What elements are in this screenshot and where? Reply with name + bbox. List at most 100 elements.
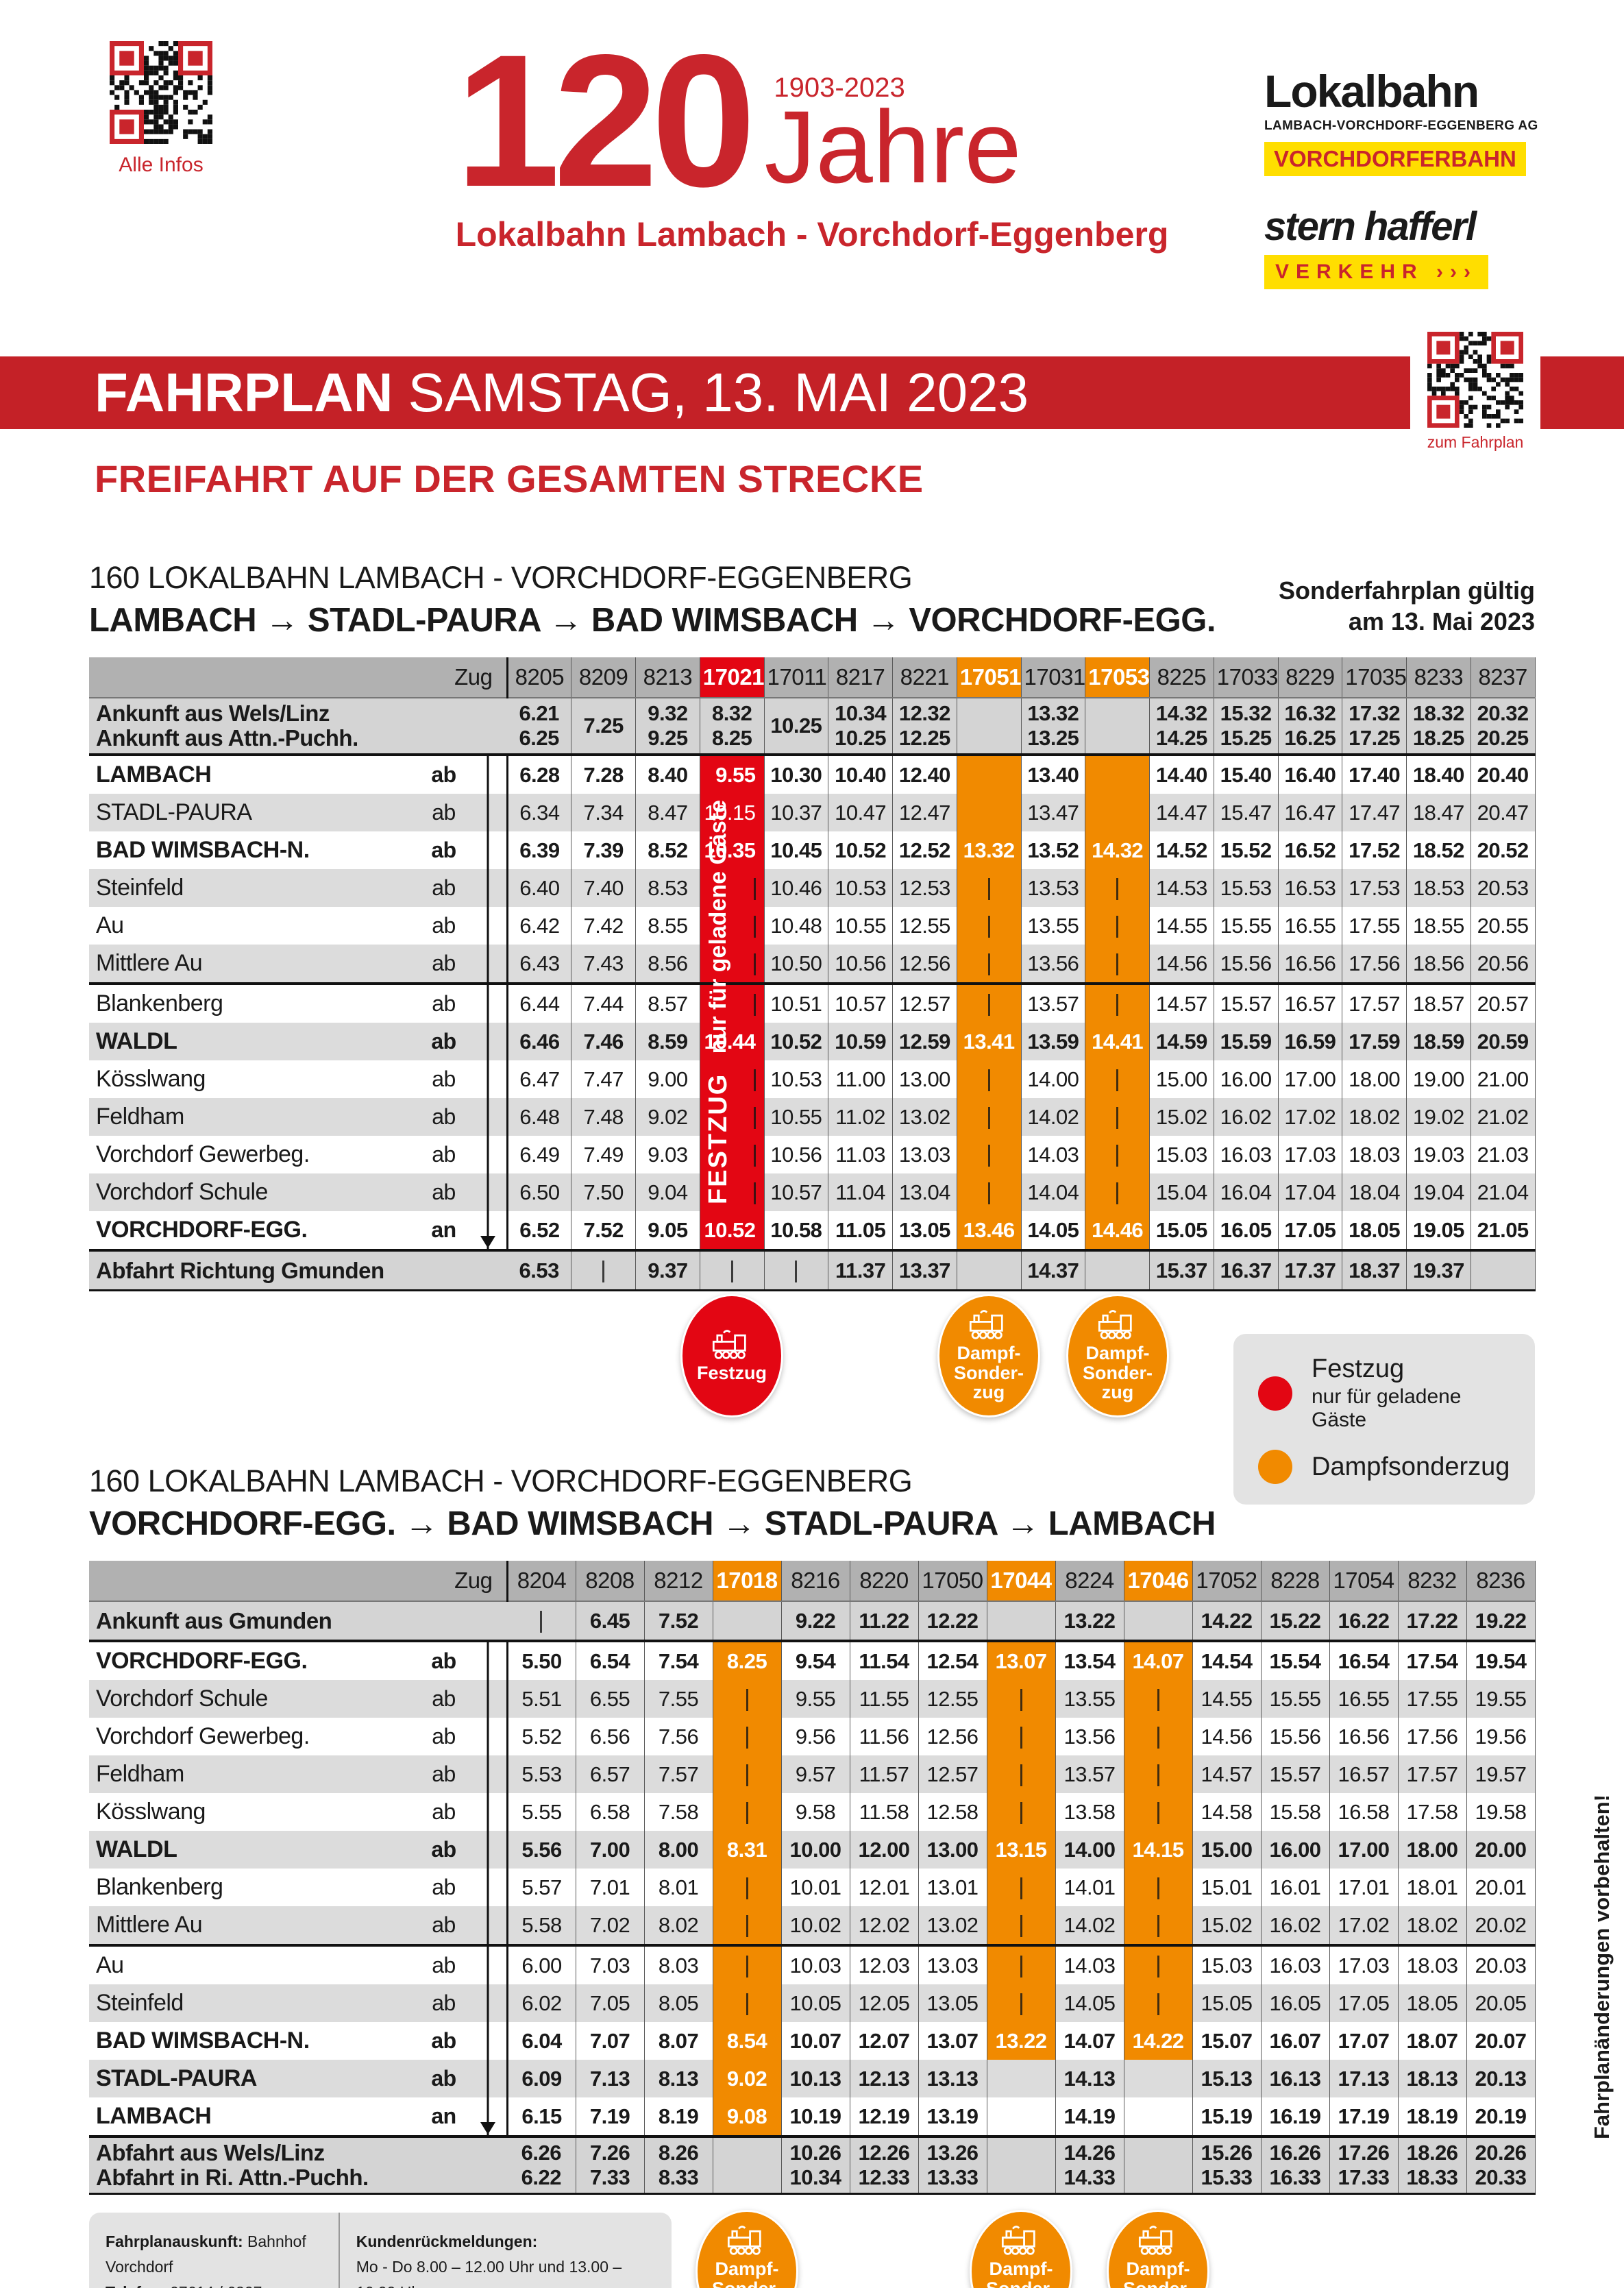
station-row: STADL-PAURA ab 6.34 7.34 8.47 10.15 10.37 10.47… (89, 794, 1536, 831)
time-cell: 12.54 (918, 1640, 987, 1680)
time-cell: 11.55 (850, 1680, 919, 1718)
time-cell: 21.03 (1471, 1136, 1536, 1173)
time-cell: 18.03 (1342, 1136, 1407, 1173)
time-cell: 9.04 (635, 1173, 700, 1211)
stop-type: an (418, 2097, 469, 2137)
time-cell (1085, 984, 1151, 1023)
time-cell: 18.02 (1398, 1906, 1467, 1947)
stop-type: ab (418, 907, 469, 945)
time-cell: 13.37 (892, 1249, 957, 1291)
section-route: LAMBACH → STADL-PAURA → BAD WIMSBACH → V… (89, 602, 1216, 639)
time-cell (1124, 2097, 1193, 2137)
time-cell: 14.02 (1055, 1906, 1124, 1947)
time-cell: 7.02 (576, 1906, 645, 1947)
time-cell: 17.54 (1398, 1640, 1467, 1680)
info-row: Abfahrt Richtung Gmunden 6.53 9.37 11.37 13.… (89, 1249, 1536, 1291)
train-number-17021: 17021 (700, 657, 765, 698)
station-label: Kösslwang (89, 1793, 418, 1831)
time-cell (700, 984, 765, 1023)
time-cell (1085, 753, 1151, 794)
station-row: Vorchdorf Schule ab 5.51 6.55 7.55 9.55 11.55 1… (89, 1680, 1536, 1718)
direction-arrow-column (469, 945, 508, 985)
time-cell: 10.52 (700, 1211, 765, 1250)
time-cell: 8.55 (635, 907, 700, 945)
time-cell: 9.02 (635, 1098, 700, 1136)
direction-arrow-column (469, 753, 508, 794)
time-cell: 12.32 12.25 (892, 698, 957, 755)
train-number-8233: 8233 (1406, 657, 1471, 698)
station-label: Vorchdorf Gewerbeg. (89, 1136, 418, 1173)
time-cell: 6.42 (507, 907, 572, 945)
station-row: Steinfeld ab 6.40 7.40 8.53 10.46 10.53 12.53 13… (89, 869, 1536, 907)
time-cell: 15.32 15.25 (1214, 698, 1279, 755)
time-cell: 18.59 (1406, 1023, 1471, 1060)
time-cell: 17.58 (1398, 1793, 1467, 1831)
contact-line: Fahrplanauskunft: Bahnhof Vorchdorf (106, 2232, 306, 2276)
dampf-badge: Dampf-Sonder-zug (937, 1294, 1040, 1417)
time-cell: 15.00 (1192, 1831, 1262, 1869)
time-cell: 18.56 (1406, 945, 1471, 985)
time-cell (713, 1869, 782, 1906)
time-cell: 6.44 (507, 984, 572, 1023)
direction-arrow-column (469, 1984, 508, 2022)
station-label: Vorchdorf Schule (89, 1173, 418, 1211)
time-cell: 10.30 (764, 753, 829, 794)
time-cell: 9.22 (781, 1601, 850, 1641)
time-cell: 5.53 (507, 1755, 576, 1793)
time-cell (957, 794, 1022, 831)
time-cell: 13.15 (987, 1831, 1056, 1869)
time-cell: 18.40 (1406, 753, 1471, 794)
valid-note: Sonderfahrplan gültig am 13. Mai 2023 (1279, 576, 1535, 635)
time-cell: 12.03 (850, 1945, 919, 1984)
time-cell: 10.45 (764, 831, 829, 869)
section-route: VORCHDORF-EGG. → BAD WIMSBACH → STADL-PA… (89, 1505, 1216, 1542)
time-cell: 18.37 (1342, 1249, 1407, 1291)
qr-caption: zum Fahrplan (1427, 433, 1524, 451)
time-cell (1124, 2135, 1193, 2195)
time-cell: 8.54 (713, 2022, 782, 2060)
time-cell: 12.53 (892, 869, 957, 907)
time-cell: 13.41 (957, 1023, 1022, 1060)
time-cell (713, 1718, 782, 1755)
time-cell: 17.57 (1398, 1755, 1467, 1793)
time-cell: 14.03 (1055, 1945, 1124, 1984)
stop-type: ab (418, 1173, 469, 1211)
time-cell: 13.02 (892, 1098, 957, 1136)
time-cell: 13.00 (892, 1060, 957, 1098)
time-cell: 10.51 (764, 984, 829, 1023)
qr-alle-infos[interactable]: Alle Infos (93, 41, 230, 177)
time-cell: 13.01 (918, 1869, 987, 1906)
time-cell: 8.01 (644, 1869, 713, 1906)
lokalbahn-logo-title: Lokalbahn (1264, 66, 1479, 117)
train-number-8204: 8204 (507, 1561, 576, 1602)
time-cell: 6.26 6.22 (507, 2135, 576, 2195)
stop-type: ab (418, 1945, 469, 1984)
time-cell: 12.56 (892, 945, 957, 985)
time-cell: 7.42 (571, 907, 637, 945)
train-number-8225: 8225 (1149, 657, 1214, 698)
time-cell: 6.40 (507, 869, 572, 907)
dampf-badge: Dampf-Sonder-zug (696, 2210, 798, 2288)
time-cell: 13.05 (892, 1211, 957, 1250)
station-label: Mittlere Au (89, 1906, 418, 1947)
qr-zum-fahrplan[interactable]: zum Fahrplan (1410, 324, 1540, 457)
time-cell: 17.57 (1342, 984, 1407, 1023)
station-row: Feldham ab 6.48 7.48 9.02 10.55 11.02 13.02 14.0… (89, 1098, 1536, 1136)
time-cell (1124, 1793, 1193, 1831)
station-row: Kösslwang ab 5.55 6.58 7.58 9.58 11.58 12.58 13.… (89, 1793, 1536, 1831)
time-cell (957, 1060, 1022, 1098)
time-cell: 16.00 (1261, 1831, 1330, 1869)
time-cell: 15.02 (1149, 1098, 1214, 1136)
train-number-row: Zug 8205 8209 8213 17021 17011 8217 8221 17051 17… (89, 657, 1536, 698)
section-head-outbound: 160 LOKALBAHN LAMBACH - VORCHDORF-EGGENB… (89, 560, 1535, 640)
time-cell (1124, 1869, 1193, 1906)
time-cell: 12.01 (850, 1869, 919, 1906)
station-row: LAMBACH ab 6.28 7.28 8.40 9.55 10.30 10.40 12.40… (89, 753, 1536, 794)
time-cell: 15.19 (1192, 2097, 1262, 2137)
time-cell: 18.47 (1406, 794, 1471, 831)
time-cell: 10.57 (828, 984, 894, 1023)
time-cell: 8.05 (644, 1984, 713, 2022)
time-cell: 14.40 (1149, 753, 1214, 794)
dampf-badge: Dampf-Sonder-zug (970, 2210, 1072, 2288)
